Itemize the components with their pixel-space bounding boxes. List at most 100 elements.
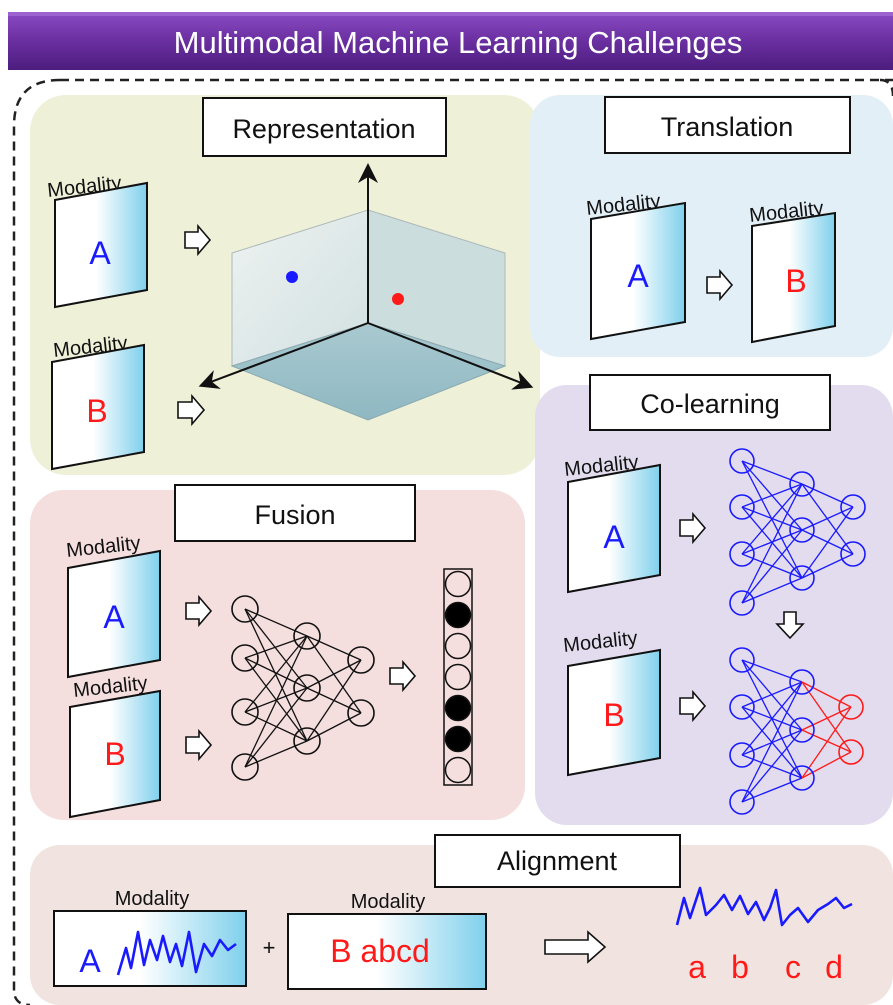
network-node — [729, 742, 755, 768]
vector-cell-active — [444, 601, 472, 629]
vector-cell — [444, 663, 472, 691]
embedding-space — [198, 163, 534, 421]
network-edge — [741, 577, 803, 604]
network-node — [840, 494, 866, 520]
network-node — [789, 471, 815, 497]
representation-section: Representation Modality A Modality B — [46, 97, 534, 471]
aligned-letter-a: a — [688, 949, 706, 985]
translation-title-box — [604, 96, 851, 154]
colearning-title: Co-learning — [640, 389, 780, 419]
network-edge — [244, 740, 308, 768]
aligned-letter-d: d — [825, 949, 843, 985]
arrow-right-icon — [185, 728, 213, 762]
modality-letter: B — [104, 736, 125, 772]
network-edge — [741, 529, 803, 555]
fusion-section: Fusion Modality A Modality B — [65, 484, 473, 819]
title-banner: Multimodal Machine Learning Challenges — [8, 12, 893, 70]
network-node — [789, 517, 815, 543]
modality-card-a: Modality A — [46, 172, 148, 309]
network-node — [838, 694, 864, 720]
network-edge — [801, 681, 852, 708]
arrow-right-icon — [706, 268, 734, 302]
network-edge — [741, 483, 803, 508]
plus-sign: + — [263, 935, 276, 960]
arrow-down-icon — [775, 611, 805, 640]
modality-letter: B — [603, 697, 624, 733]
modality-letter: A — [103, 599, 125, 635]
alignment-card-a: Modality A — [53, 888, 247, 987]
vector-cell-active — [444, 694, 472, 722]
modality-letter: A — [603, 519, 625, 555]
modality-card-b: Modality B — [51, 332, 145, 471]
modality-letter: A — [627, 258, 649, 294]
vector-cell — [444, 632, 472, 660]
fusion-title: Fusion — [254, 500, 335, 530]
network-node — [838, 739, 864, 765]
representation-title-box — [202, 97, 447, 157]
arrow-right-icon — [184, 223, 212, 257]
modality-letter: A — [79, 943, 101, 979]
network-edge — [801, 506, 854, 531]
modality-card-b: Modality B — [748, 197, 836, 344]
network-edge — [244, 635, 308, 713]
network-node — [789, 669, 815, 695]
vector-frame — [443, 568, 473, 786]
network-node — [347, 699, 375, 727]
colearning-title-box — [589, 374, 831, 431]
arrow-right-icon — [544, 930, 607, 964]
fused-vector — [443, 568, 473, 786]
network-edge — [244, 635, 308, 659]
network-edge — [801, 729, 852, 753]
network-edge — [801, 506, 854, 579]
vector-cell — [444, 756, 472, 784]
fusion-title-box — [174, 484, 416, 542]
arrow-right-icon — [679, 689, 707, 723]
colearning-network-top — [729, 448, 866, 616]
network-node — [729, 694, 755, 720]
network-edge — [306, 659, 362, 742]
network-node — [293, 674, 321, 702]
network-node — [729, 448, 755, 474]
aligned-letter-b: b — [731, 949, 749, 985]
translation-title: Translation — [661, 112, 794, 142]
network-edge — [244, 608, 308, 689]
network-edge — [306, 635, 362, 661]
network-edge — [801, 681, 852, 753]
network-node — [789, 717, 815, 743]
network-node — [789, 565, 815, 591]
network-node — [231, 644, 259, 672]
network-edge — [741, 483, 803, 604]
colearning-section: Co-learning Modality A Modality B — [562, 374, 866, 815]
network-edge — [741, 681, 803, 756]
fusion-network — [231, 595, 375, 781]
modality-letter: B — [785, 263, 806, 299]
vector-cell-active — [444, 725, 472, 753]
representation-title: Representation — [232, 114, 415, 144]
network-edge — [244, 608, 308, 637]
modality-label: Modality — [351, 891, 425, 913]
network-edge — [741, 777, 803, 803]
network-node — [231, 753, 259, 781]
network-node — [293, 622, 321, 650]
network-edge — [306, 712, 362, 742]
arrow-right-icon — [185, 594, 213, 628]
page-title: Multimodal Machine Learning Challenges — [174, 25, 743, 60]
network-edge — [801, 751, 852, 779]
alignment-title-box — [434, 834, 681, 888]
dashed-frame — [12, 78, 893, 1005]
arrow-right-icon — [177, 393, 206, 427]
network-edge — [306, 659, 362, 689]
colearning-network-bottom — [729, 647, 864, 815]
network-node — [729, 541, 755, 567]
aligned-letter-c: c — [785, 949, 801, 985]
arrow-right-icon — [389, 659, 417, 693]
signal-wave-icon — [116, 930, 237, 976]
modality-text: B abcd — [330, 933, 430, 969]
network-edge — [741, 729, 803, 803]
network-node — [729, 789, 755, 815]
network-node — [840, 541, 866, 567]
network-node — [729, 647, 755, 673]
network-edge — [741, 483, 803, 555]
translation-section: Translation Modality A Modality B — [585, 96, 851, 344]
network-edge — [741, 460, 803, 485]
